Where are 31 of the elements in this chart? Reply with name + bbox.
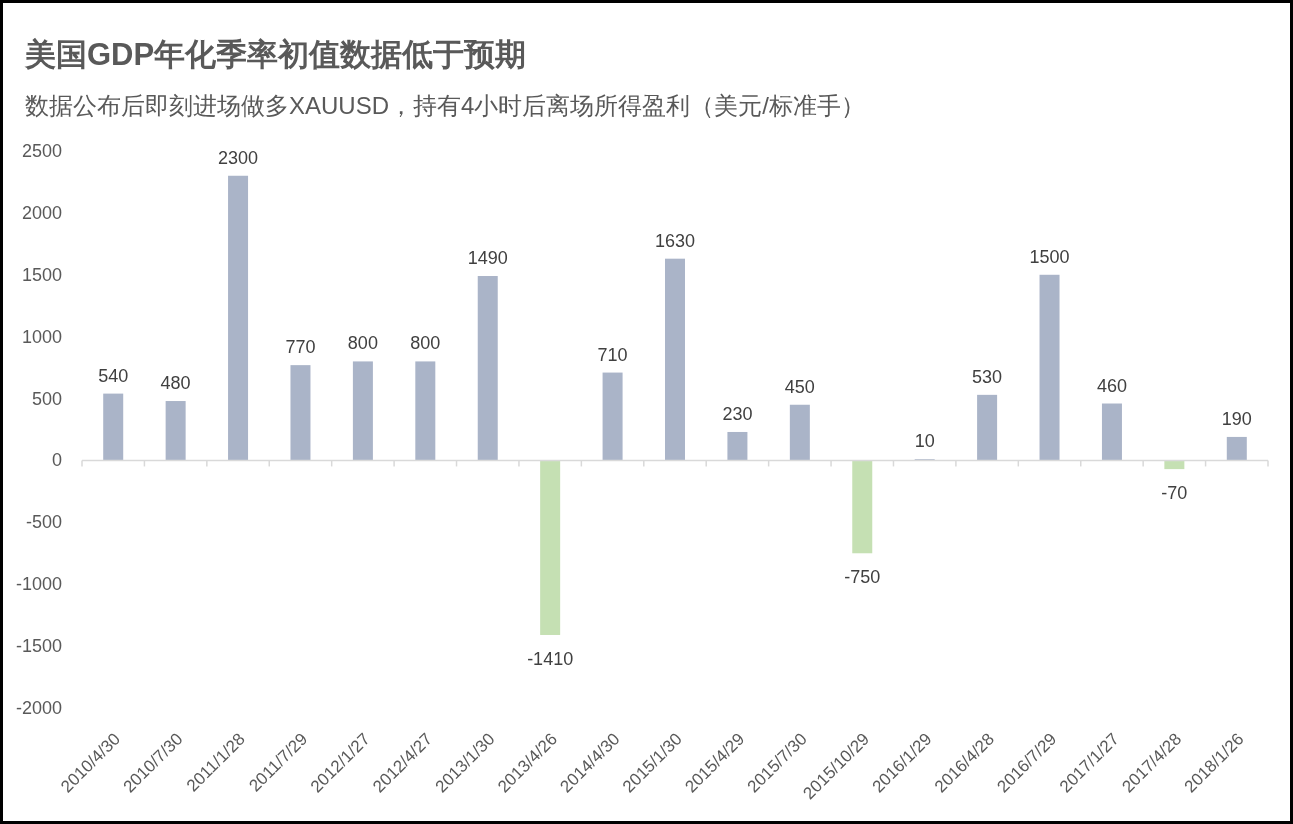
y-tick-label: 2000 [21,202,62,223]
data-label: 2300 [218,147,259,168]
data-label: 230 [722,403,753,424]
data-label: 1490 [467,248,508,269]
y-tick-label: -1000 [15,574,62,595]
data-label: 1500 [1029,246,1070,267]
y-tick-label: 2500 [21,141,62,161]
data-label: 770 [285,337,316,358]
data-label: -70 [1161,483,1188,504]
data-label: 800 [410,333,441,354]
data-label: 480 [160,373,191,394]
y-tick-label: -1500 [15,636,62,657]
y-tick-label: -2000 [15,698,62,718]
data-label: 10 [914,431,935,452]
y-tick-label: 0 [51,450,62,471]
data-label: 450 [784,376,815,397]
title: 美国GDP年化季率初值数据低于预期 [25,37,527,72]
y-tick-label: 1000 [21,326,62,347]
data-label: -750 [844,567,881,588]
data-label: -1410 [527,648,574,669]
data-label: 530 [972,366,1003,387]
data-label: 540 [98,365,129,386]
data-label: 800 [347,333,378,354]
y-tick-label: 500 [31,388,62,409]
subtitle: 数据公布后即刻进场做多XAUUSD，持有4小时后离场所得盈利（美元/标准手） [25,92,866,119]
data-label: 460 [1096,375,1127,396]
y-tick-label: 1500 [21,264,62,285]
y-tick-label: -500 [25,512,62,533]
data-label: 710 [597,344,628,365]
data-label: 1630 [654,230,696,251]
data-label: 190 [1221,408,1252,429]
